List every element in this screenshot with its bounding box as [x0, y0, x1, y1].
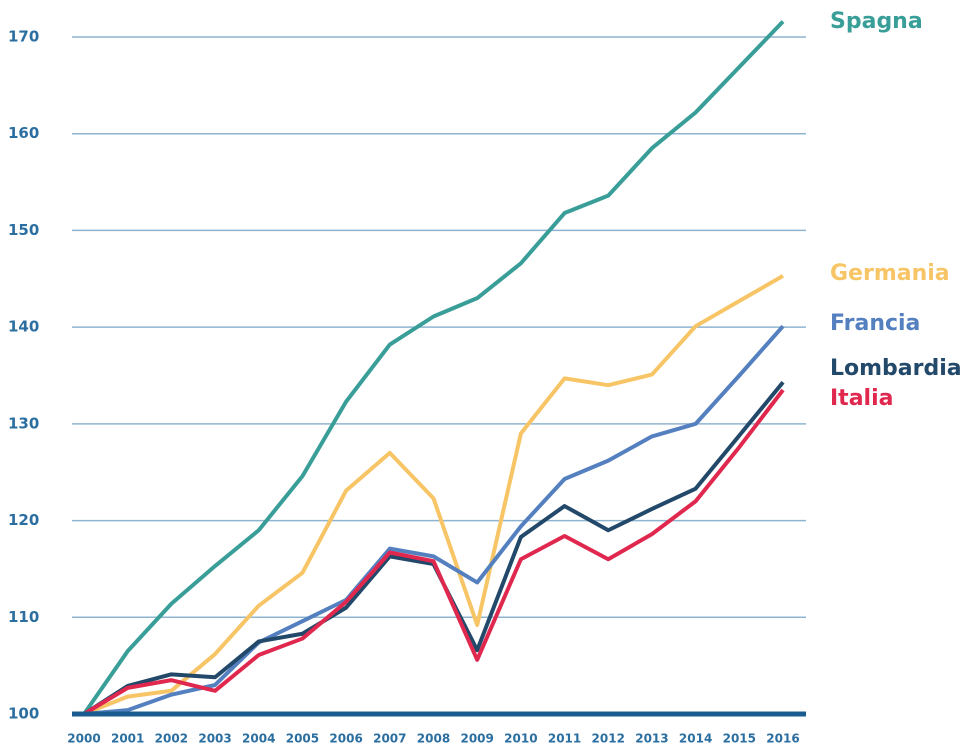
y-tick-label: 110 — [8, 608, 39, 626]
series-line — [82, 20, 785, 716]
x-tick-label: 2016 — [766, 732, 799, 746]
x-tick-label: 2005 — [286, 732, 319, 746]
x-tick-label: 2008 — [417, 732, 450, 746]
series-line — [82, 381, 785, 716]
series-label: Spagna — [830, 9, 923, 34]
x-tick-label: 2000 — [67, 732, 100, 746]
x-tick-label: 2001 — [111, 732, 144, 746]
y-tick-label: 140 — [8, 318, 39, 336]
x-tick-label: 2012 — [592, 732, 625, 746]
x-tick-label: 2010 — [504, 732, 537, 746]
series-line — [82, 388, 785, 716]
series-label: Germania — [830, 261, 950, 286]
x-tick-label: 2002 — [155, 732, 188, 746]
x-tick-label: 2011 — [548, 732, 581, 746]
y-tick-label: 100 — [8, 705, 39, 723]
y-tick-label: 160 — [8, 124, 39, 142]
series-label: Italia — [830, 386, 893, 411]
y-tick-label: 170 — [8, 28, 39, 46]
x-tick-label: 2014 — [679, 732, 712, 746]
x-tick-label: 2009 — [460, 732, 493, 746]
x-tick-label: 2004 — [242, 732, 275, 746]
series-line — [83, 274, 784, 716]
x-tick-label: 2007 — [373, 732, 406, 746]
x-tick-label: 2003 — [198, 732, 231, 746]
y-tick-label: 120 — [8, 511, 39, 529]
y-tick-label: 130 — [8, 414, 39, 432]
series-label: Lombardia — [830, 356, 962, 381]
x-tick-label: 2013 — [635, 732, 668, 746]
series-label: Francia — [830, 311, 920, 336]
x-tick-label: 2015 — [723, 732, 756, 746]
x-tick-label: 2006 — [329, 732, 362, 746]
y-tick-label: 150 — [8, 221, 39, 239]
